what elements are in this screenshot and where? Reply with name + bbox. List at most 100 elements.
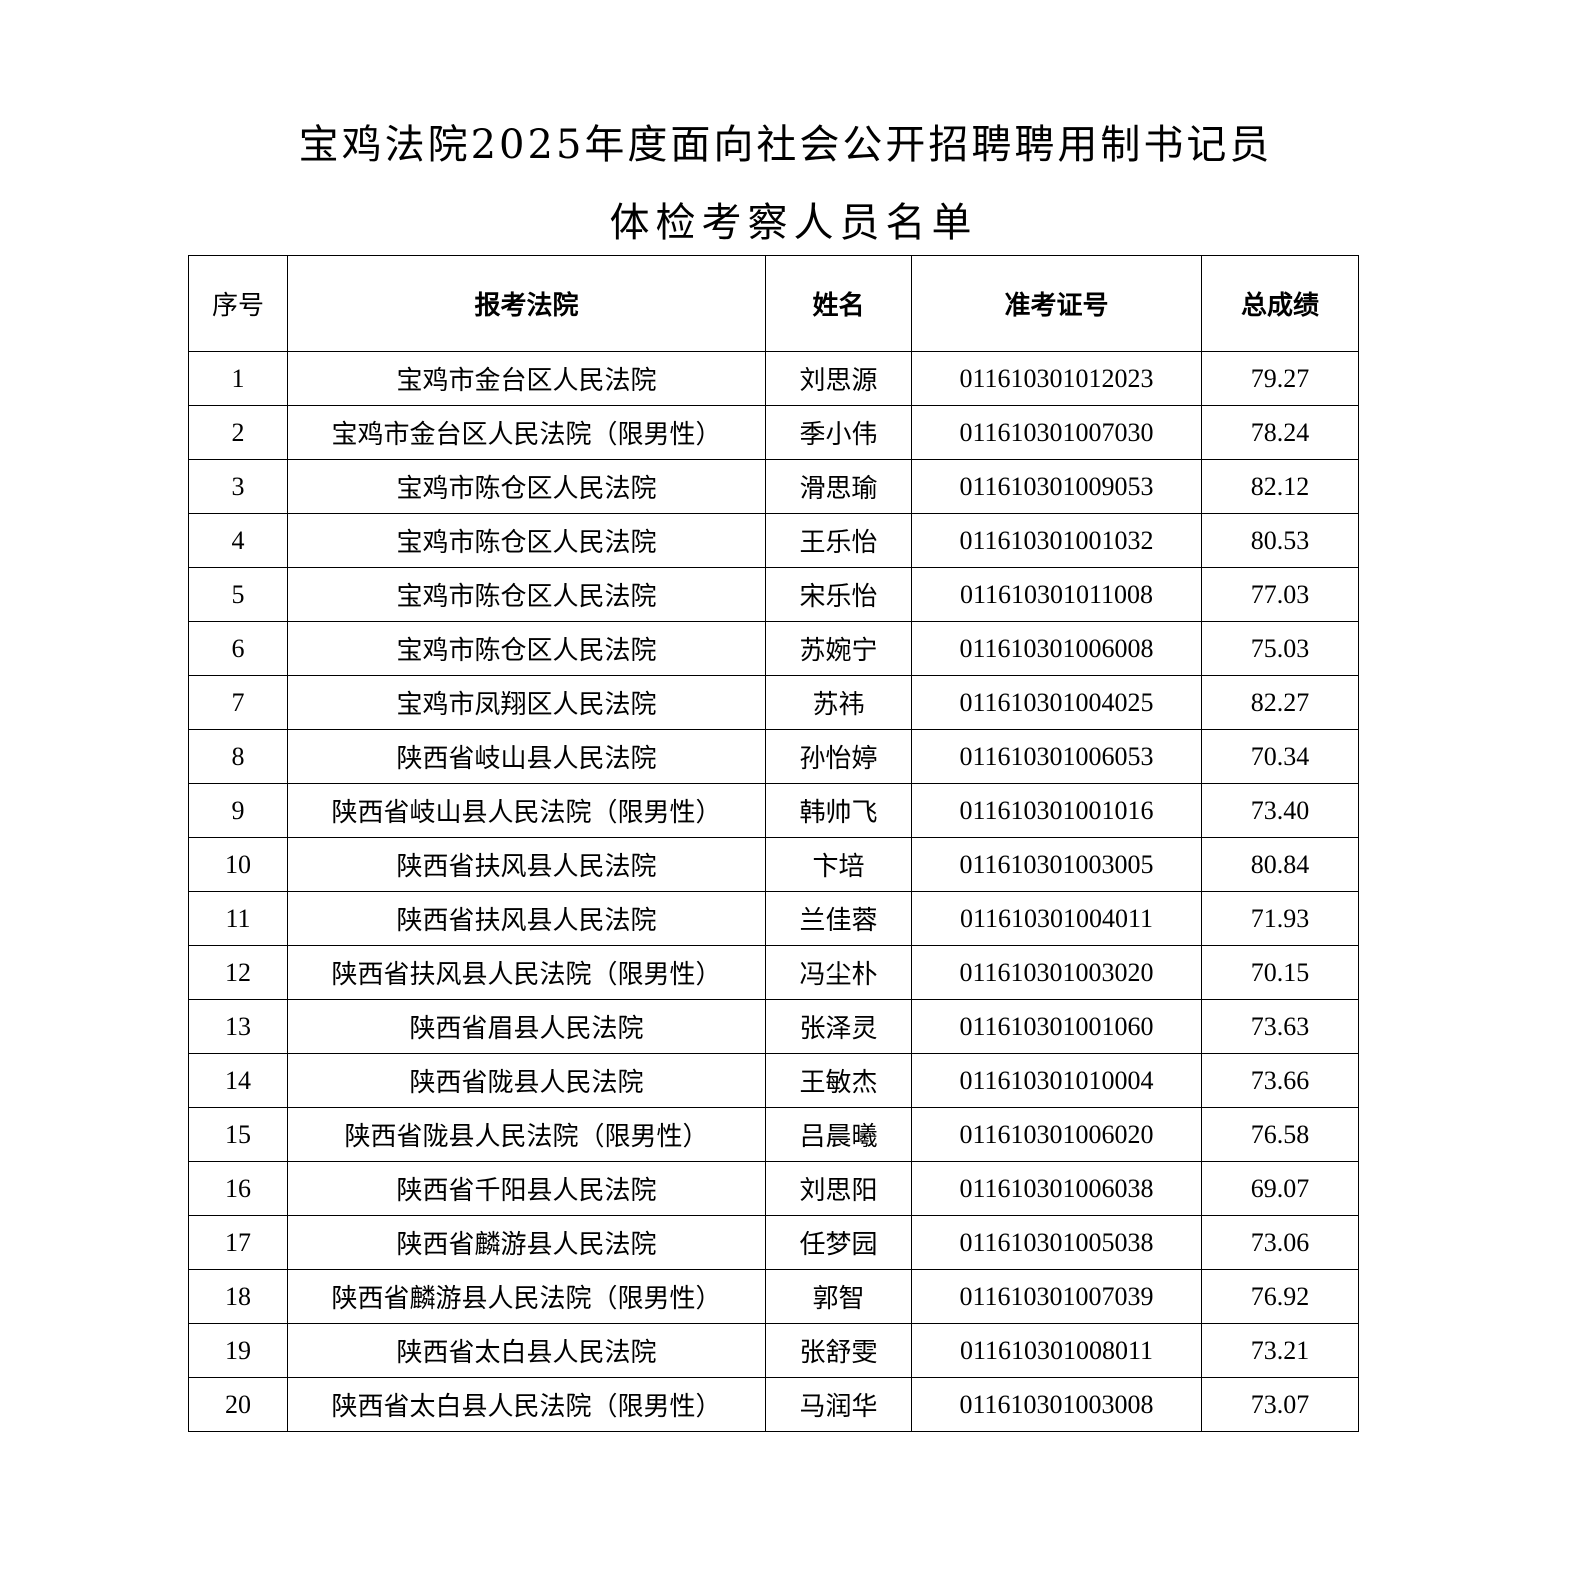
cell-name: 苏祎 [765,675,912,730]
cell-name: 冯尘朴 [765,945,912,1000]
table-row: 17 陕西省麟游县人民法院 任梦园 011610301005038 73.06 [188,1215,1359,1270]
cell-name: 季小伟 [765,405,912,460]
cell-court: 陕西省扶风县人民法院 [287,891,766,946]
candidate-table: 序号 报考法院 姓名 准考证号 总成绩 1 宝鸡市金台区人民法院 刘思源 011610… [188,255,1359,1432]
table-row: 9 陕西省岐山县人民法院（限男性） 韩帅飞 011610301001016 73.40 [188,783,1359,838]
table-row: 14 陕西省陇县人民法院 王敏杰 011610301010004 73.66 [188,1053,1359,1108]
cell-name: 王敏杰 [765,1053,912,1108]
cell-exam-id: 011610301007030 [911,405,1202,460]
cell-court: 陕西省千阳县人民法院 [287,1161,766,1216]
cell-court: 陕西省麟游县人民法院 [287,1215,766,1270]
document-title-line1: 宝鸡法院2025年度面向社会公开招聘聘用制书记员 [298,122,1273,168]
cell-exam-id: 011610301003020 [911,945,1202,1000]
cell-name: 刘思阳 [765,1161,912,1216]
cell-index: 9 [188,783,288,838]
table-row: 19 陕西省太白县人民法院 张舒雯 011610301008011 73.21 [188,1323,1359,1378]
column-header-score: 总成绩 [1201,255,1359,352]
cell-index: 6 [188,621,288,676]
cell-court: 宝鸡市陈仓区人民法院 [287,459,766,514]
table-row: 12 陕西省扶风县人民法院（限男性） 冯尘朴 011610301003020 70.15 [188,945,1359,1000]
cell-name: 马润华 [765,1377,912,1432]
table-row: 13 陕西省眉县人民法院 张泽灵 011610301001060 73.63 [188,999,1359,1054]
cell-score: 70.15 [1201,945,1359,1000]
cell-score: 76.58 [1201,1107,1359,1162]
cell-score: 80.84 [1201,837,1359,892]
table-row: 11 陕西省扶风县人民法院 兰佳蓉 011610301004011 71.93 [188,891,1359,946]
cell-exam-id: 011610301003005 [911,837,1202,892]
cell-name: 孙怡婷 [765,729,912,784]
cell-exam-id: 011610301011008 [911,567,1202,622]
cell-exam-id: 011610301001016 [911,783,1202,838]
cell-exam-id: 011610301004011 [911,891,1202,946]
table-row: 15 陕西省陇县人民法院（限男性） 吕晨曦 011610301006020 76.58 [188,1107,1359,1162]
cell-index: 1 [188,351,288,406]
cell-index: 13 [188,999,288,1054]
cell-index: 14 [188,1053,288,1108]
cell-court: 陕西省岐山县人民法院（限男性） [287,783,766,838]
cell-score: 73.07 [1201,1377,1359,1432]
cell-exam-id: 011610301006053 [911,729,1202,784]
cell-score: 73.06 [1201,1215,1359,1270]
cell-exam-id: 011610301010004 [911,1053,1202,1108]
cell-court: 宝鸡市金台区人民法院（限男性） [287,405,766,460]
cell-score: 75.03 [1201,621,1359,676]
cell-index: 18 [188,1269,288,1324]
document-title-line2: 体检考察人员名单 [609,200,978,246]
cell-court: 陕西省陇县人民法院 [287,1053,766,1108]
cell-exam-id: 011610301004025 [911,675,1202,730]
column-header-exam-id: 准考证号 [911,255,1202,352]
cell-name: 张泽灵 [765,999,912,1054]
cell-score: 73.40 [1201,783,1359,838]
cell-name: 卞培 [765,837,912,892]
cell-court: 陕西省麟游县人民法院（限男性） [287,1269,766,1324]
cell-index: 20 [188,1377,288,1432]
cell-index: 2 [188,405,288,460]
cell-score: 79.27 [1201,351,1359,406]
cell-court: 宝鸡市金台区人民法院 [287,351,766,406]
cell-name: 韩帅飞 [765,783,912,838]
table-row: 4 宝鸡市陈仓区人民法院 王乐怡 011610301001032 80.53 [188,513,1359,568]
cell-exam-id: 011610301006038 [911,1161,1202,1216]
cell-index: 8 [188,729,288,784]
cell-name: 郭智 [765,1269,912,1324]
cell-name: 任梦园 [765,1215,912,1270]
cell-name: 张舒雯 [765,1323,912,1378]
cell-index: 19 [188,1323,288,1378]
cell-score: 80.53 [1201,513,1359,568]
cell-name: 兰佳蓉 [765,891,912,946]
table-row: 2 宝鸡市金台区人民法院（限男性） 季小伟 011610301007030 78.24 [188,405,1359,460]
cell-score: 73.63 [1201,999,1359,1054]
cell-exam-id: 011610301009053 [911,459,1202,514]
table-row: 16 陕西省千阳县人民法院 刘思阳 011610301006038 69.07 [188,1161,1359,1216]
table-row: 6 宝鸡市陈仓区人民法院 苏婉宁 011610301006008 75.03 [188,621,1359,676]
table-row: 10 陕西省扶风县人民法院 卞培 011610301003005 80.84 [188,837,1359,892]
cell-court: 宝鸡市陈仓区人民法院 [287,567,766,622]
cell-score: 71.93 [1201,891,1359,946]
cell-exam-id: 011610301005038 [911,1215,1202,1270]
cell-exam-id: 011610301006008 [911,621,1202,676]
cell-name: 宋乐怡 [765,567,912,622]
column-header-index: 序号 [188,255,288,352]
cell-index: 7 [188,675,288,730]
cell-court: 陕西省岐山县人民法院 [287,729,766,784]
cell-court: 陕西省陇县人民法院（限男性） [287,1107,766,1162]
cell-score: 69.07 [1201,1161,1359,1216]
cell-score: 70.34 [1201,729,1359,784]
cell-court: 宝鸡市凤翔区人民法院 [287,675,766,730]
cell-court: 宝鸡市陈仓区人民法院 [287,621,766,676]
column-header-name: 姓名 [765,255,912,352]
cell-index: 15 [188,1107,288,1162]
table-row: 3 宝鸡市陈仓区人民法院 滑思瑜 011610301009053 82.12 [188,459,1359,514]
cell-score: 82.12 [1201,459,1359,514]
cell-score: 77.03 [1201,567,1359,622]
cell-index: 12 [188,945,288,1000]
cell-score: 73.21 [1201,1323,1359,1378]
table-row: 20 陕西省太白县人民法院（限男性） 马润华 011610301003008 73.07 [188,1377,1359,1432]
cell-name: 苏婉宁 [765,621,912,676]
table-row: 1 宝鸡市金台区人民法院 刘思源 011610301012023 79.27 [188,351,1359,406]
cell-index: 10 [188,837,288,892]
table-row: 8 陕西省岐山县人民法院 孙怡婷 011610301006053 70.34 [188,729,1359,784]
table-row: 18 陕西省麟游县人民法院（限男性） 郭智 011610301007039 76.92 [188,1269,1359,1324]
cell-court: 陕西省扶风县人民法院（限男性） [287,945,766,1000]
cell-index: 17 [188,1215,288,1270]
